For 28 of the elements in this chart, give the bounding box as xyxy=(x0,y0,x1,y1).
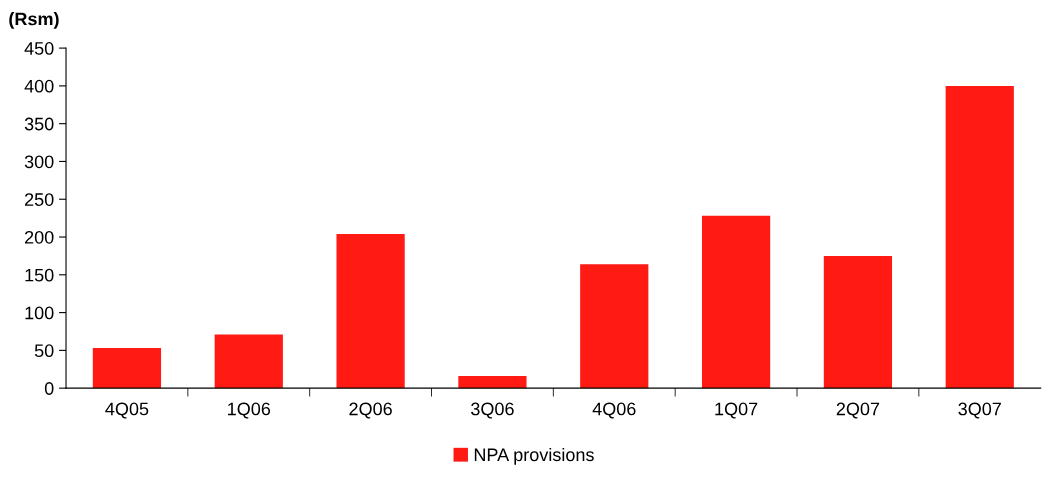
bar xyxy=(945,85,1014,389)
x-tick-label: 3Q07 xyxy=(958,402,1001,419)
y-tick-label: 300 xyxy=(24,155,54,169)
y-tick-label: 250 xyxy=(25,193,54,206)
bar xyxy=(336,234,405,389)
bar xyxy=(823,255,893,389)
x-tick-label: 1Q06 xyxy=(228,402,271,419)
bar xyxy=(701,215,771,389)
x-tick-label: 1Q07 xyxy=(715,402,758,419)
y-tick-label: 400 xyxy=(24,79,54,93)
y-tick-label: 350 xyxy=(24,117,54,131)
x-tick-label: 2Q06 xyxy=(349,402,392,419)
x-tick-label: 4Q06 xyxy=(592,402,636,419)
x-tick-label: 3Q06 xyxy=(471,402,514,419)
y-tick-label: 0 xyxy=(44,382,54,395)
legend-label: NPA provisions xyxy=(474,447,594,465)
bar xyxy=(580,264,649,389)
bar xyxy=(214,334,283,389)
y-axis-title: (Rsm) xyxy=(9,12,59,29)
y-tick-label: 200 xyxy=(25,230,54,244)
y-tick-label: 450 xyxy=(24,42,54,55)
bar xyxy=(458,376,527,389)
y-tick-label: 150 xyxy=(25,268,54,282)
bar xyxy=(92,348,162,389)
x-tick-label: 2Q07 xyxy=(836,402,880,419)
y-tick-label: 100 xyxy=(25,306,54,320)
y-tick-label: 50 xyxy=(34,344,54,358)
x-tick-label: 4Q05 xyxy=(105,402,149,419)
